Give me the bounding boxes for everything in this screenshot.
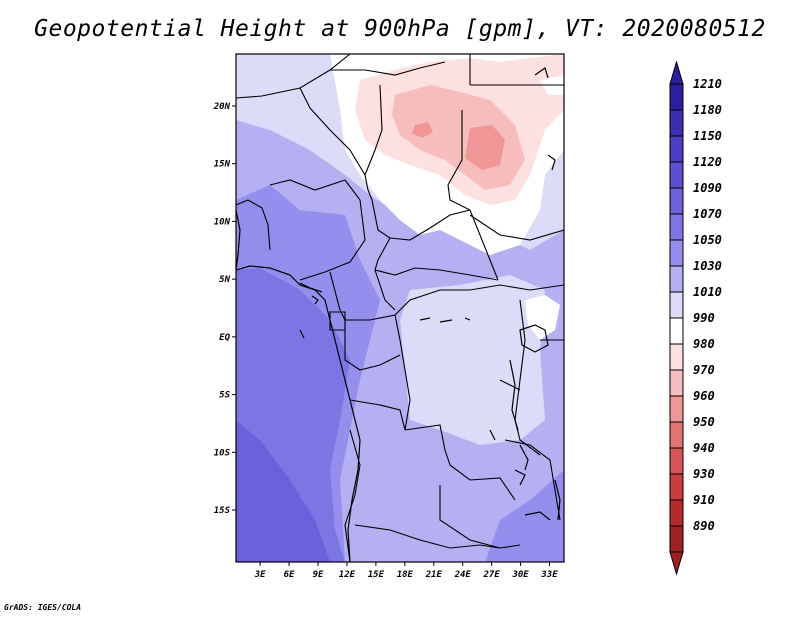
lon-tick-label: 9E xyxy=(313,570,324,580)
colorbar-label: 990 xyxy=(693,311,715,325)
map-field xyxy=(236,54,564,562)
colorbar-swatch xyxy=(669,343,684,371)
lat-tick-label: 10N xyxy=(214,217,231,227)
colorbar-label: 1180 xyxy=(693,103,722,117)
colorbar-swatch xyxy=(669,499,684,527)
lat-tick-label: 15S xyxy=(214,506,231,516)
lon-tick-label: 18E xyxy=(397,570,414,580)
colorbar-swatch xyxy=(669,369,684,397)
map-frame xyxy=(235,53,565,563)
colorbar-label: 1070 xyxy=(693,207,722,221)
colorbar-swatch xyxy=(669,421,684,449)
lat-tick-label: 5N xyxy=(219,275,230,285)
colorbar: 1210 1180 1150 1120 1090 1070 1050 1030 1010 990 9… xyxy=(669,60,722,576)
longitude-axis: 3E 6E 9E 12E 15E 18E 21E 24E 27E 30E 33E xyxy=(254,562,558,580)
lat-tick-label: 15N xyxy=(214,160,231,170)
colorbar-swatch xyxy=(669,187,684,215)
colorbar-label: 950 xyxy=(693,415,715,429)
colorbar-label: 890 xyxy=(693,519,715,533)
lat-tick-label: 20N xyxy=(213,102,231,112)
colorbar-label: 1050 xyxy=(693,233,722,247)
lat-tick-label: EQ xyxy=(219,333,230,343)
colorbar-swatch xyxy=(669,473,684,501)
colorbar-swatch xyxy=(669,83,684,111)
colorbar-swatch xyxy=(669,265,684,293)
colorbar-swatch xyxy=(669,109,684,137)
lon-tick-label: 15E xyxy=(368,570,385,580)
lon-tick-label: 6E xyxy=(284,570,295,580)
colorbar-swatch xyxy=(669,317,684,345)
lon-tick-label: 33E xyxy=(540,570,558,580)
colorbar-swatch xyxy=(669,135,684,163)
lon-tick-label: 24E xyxy=(454,570,472,580)
credit-label: GrADS: IGES/COLA xyxy=(4,603,82,612)
colorbar-label: 1030 xyxy=(693,259,722,273)
lat-tick-label: 5S xyxy=(219,391,230,401)
colorbar-swatch xyxy=(669,525,684,553)
lon-tick-label: 27E xyxy=(483,570,501,580)
latitude-axis: 20N 15N 10N 5N EQ 5S 10S 15S xyxy=(213,102,236,516)
colorbar-label: 1010 xyxy=(693,285,722,299)
colorbar-swatch xyxy=(669,213,684,241)
colorbar-swatch xyxy=(669,447,684,475)
colorbar-label: 960 xyxy=(693,389,715,403)
colorbar-label: 980 xyxy=(693,337,715,351)
colorbar-label: 1150 xyxy=(693,129,722,143)
map-title: Geopotential Height at 900hPa [gpm], VT:… xyxy=(34,16,766,42)
colorbar-label: 940 xyxy=(693,441,715,455)
colorbar-bottom-arrow xyxy=(669,551,684,576)
colorbar-top-arrow xyxy=(669,60,684,85)
colorbar-swatch xyxy=(669,239,684,267)
colorbar-swatch xyxy=(669,161,684,189)
coastlines xyxy=(236,67,561,562)
colorbar-swatch xyxy=(669,395,684,423)
lon-tick-label: 12E xyxy=(339,570,356,580)
colorbar-label: 1090 xyxy=(693,181,722,195)
colorbar-label: 910 xyxy=(693,493,715,507)
lon-tick-label: 3E xyxy=(254,570,266,580)
colorbar-label: 930 xyxy=(693,467,715,481)
colorbar-label: 1210 xyxy=(693,77,722,91)
country-borders xyxy=(236,54,564,562)
lon-tick-label: 30E xyxy=(511,570,529,580)
colorbar-swatch xyxy=(669,291,684,319)
colorbar-label: 970 xyxy=(693,363,715,377)
lat-tick-label: 10S xyxy=(214,448,231,458)
lon-tick-label: 21E xyxy=(425,570,443,580)
colorbar-label: 1120 xyxy=(693,155,722,169)
